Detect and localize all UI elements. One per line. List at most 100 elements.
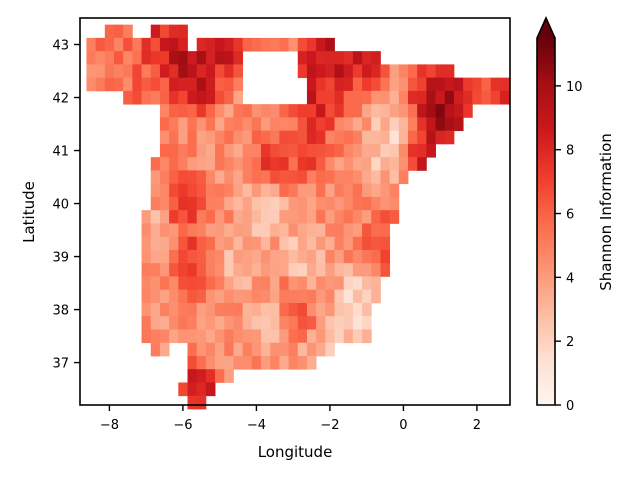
heatmap-cell	[159, 90, 170, 105]
heatmap-cell	[150, 196, 161, 211]
heatmap-cell	[325, 37, 335, 52]
heatmap-cell	[306, 64, 317, 79]
heatmap-cell	[352, 51, 363, 65]
heatmap-cell	[325, 104, 335, 118]
heatmap-cell	[288, 302, 299, 317]
heatmap-cell	[242, 302, 253, 317]
heatmap-cell	[297, 183, 308, 198]
heatmap-cell	[398, 143, 409, 158]
heatmap-cell	[187, 183, 198, 198]
heatmap-cell	[343, 117, 354, 132]
heatmap-cell	[288, 196, 299, 211]
heatmap-cell	[141, 329, 152, 344]
heatmap-cell	[306, 223, 317, 238]
heatmap-cell	[224, 236, 234, 251]
heatmap-cell	[371, 210, 381, 224]
heatmap-cell	[362, 196, 372, 211]
heatmap-cell	[343, 143, 354, 158]
heatmap-cell	[178, 289, 188, 304]
heatmap-cell	[169, 117, 179, 132]
heatmap-cell	[453, 117, 464, 132]
heatmap-cell	[288, 263, 299, 277]
heatmap-cell	[371, 90, 381, 105]
heatmap-cell	[270, 143, 280, 158]
heatmap-cell	[316, 236, 326, 251]
heatmap-cell	[178, 90, 188, 105]
heatmap-cell	[178, 382, 188, 397]
heatmap-cell	[279, 263, 289, 277]
heatmap-cell	[251, 143, 262, 158]
heatmap-cell	[169, 64, 179, 79]
heatmap-cell	[178, 24, 188, 39]
heatmap-cell	[362, 302, 372, 317]
heatmap-cell	[141, 77, 152, 92]
heatmap-cell	[150, 316, 161, 330]
heatmap-cell	[270, 355, 280, 370]
colorbar-tick-label: 8	[566, 144, 574, 159]
heatmap-cell	[205, 130, 216, 145]
heatmap-cell	[150, 210, 161, 224]
heatmap-cell	[316, 51, 326, 65]
heatmap-cell	[159, 236, 170, 251]
heatmap-cell	[224, 329, 234, 344]
heatmap-cell	[306, 249, 317, 264]
heatmap-cell	[297, 170, 308, 185]
heatmap-cell	[316, 196, 326, 211]
heatmap-cell	[306, 329, 317, 344]
heatmap-cell	[380, 183, 391, 198]
heatmap-cell	[95, 37, 106, 52]
heatmap-cell	[233, 130, 244, 145]
heatmap-cell	[233, 51, 244, 65]
heatmap-cell	[343, 223, 354, 238]
heatmap-cell	[224, 51, 234, 65]
heatmap-cell	[270, 196, 280, 211]
colorbar-outline	[536, 16, 556, 406]
heatmap-cell	[334, 302, 345, 317]
heatmap-cell	[306, 143, 317, 158]
heatmap-cell	[169, 90, 179, 105]
heatmap-cell	[196, 117, 207, 132]
heatmap-cell	[398, 157, 409, 171]
heatmap-cell	[261, 183, 271, 198]
heatmap-cell	[380, 236, 391, 251]
heatmap-cell	[261, 117, 271, 132]
heatmap-cell	[306, 289, 317, 304]
heatmap-cell	[316, 316, 326, 330]
heatmap-cell	[362, 51, 372, 65]
x-axis-ticks: −8 −6 −4 −2 0 2	[100, 405, 481, 433]
heatmap-cell	[169, 316, 179, 330]
heatmap-cell	[242, 130, 253, 145]
heatmap-cell	[215, 236, 225, 251]
heatmap-cell	[169, 263, 179, 277]
heatmap-cell	[233, 170, 244, 185]
heatmap-cell	[251, 302, 262, 317]
heatmap-cell	[380, 157, 391, 171]
heatmap-cell	[159, 223, 170, 238]
heatmap-cell	[215, 289, 225, 304]
heatmap-cell	[389, 170, 400, 185]
heatmap-cell	[141, 276, 152, 291]
heatmap-cell	[205, 316, 216, 330]
heatmap-cell	[205, 77, 216, 92]
heatmap-cell	[371, 263, 381, 277]
heatmap-cell	[132, 51, 142, 65]
heatmap-cell	[251, 249, 262, 264]
heatmap-cell	[316, 342, 326, 357]
heatmap-cell	[215, 369, 225, 383]
heatmap-cell	[279, 130, 289, 145]
heatmap-cell	[141, 263, 152, 277]
heatmap-cell	[288, 37, 299, 52]
heatmap-cell	[233, 210, 244, 224]
heatmap-cell	[251, 276, 262, 291]
heatmap-cell	[426, 143, 436, 158]
heatmap-cell	[417, 117, 427, 132]
heatmap-cell	[316, 170, 326, 185]
heatmap-cell	[334, 130, 345, 145]
heatmap-cell	[159, 64, 170, 79]
heatmap-cell	[169, 196, 179, 211]
heatmap-cell	[389, 196, 400, 211]
heatmap-cell	[178, 329, 188, 344]
heatmap-cell	[270, 210, 280, 224]
heatmap-cell	[196, 90, 207, 105]
heatmap-cell	[261, 170, 271, 185]
